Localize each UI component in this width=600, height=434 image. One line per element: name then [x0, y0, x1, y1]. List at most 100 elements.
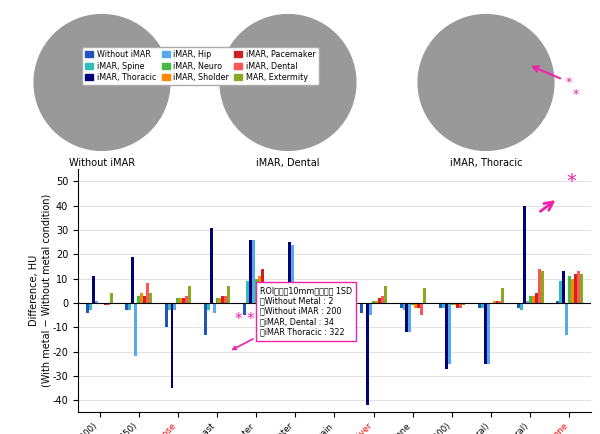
Bar — [384, 286, 387, 303]
Bar — [336, 293, 339, 303]
Bar — [128, 303, 131, 310]
Bar — [86, 303, 89, 312]
Bar — [95, 300, 98, 303]
Bar — [462, 303, 465, 306]
Bar — [182, 298, 185, 303]
Bar — [496, 300, 499, 303]
Bar — [137, 296, 140, 303]
Bar — [227, 286, 230, 303]
Bar — [478, 303, 481, 308]
Bar — [369, 303, 372, 315]
Bar — [523, 206, 526, 303]
Text: Without iMAR: Without iMAR — [69, 158, 135, 168]
Bar — [288, 242, 291, 303]
Bar — [173, 303, 176, 310]
Bar — [502, 288, 505, 303]
Bar — [207, 303, 209, 310]
Bar — [499, 300, 502, 303]
Bar — [361, 303, 364, 312]
Bar — [538, 269, 541, 303]
Bar — [176, 298, 179, 303]
Bar — [541, 271, 544, 303]
Bar — [243, 303, 246, 315]
Bar — [149, 293, 152, 303]
Text: *: * — [247, 312, 254, 327]
Bar — [291, 245, 294, 303]
Bar — [556, 300, 559, 303]
Bar — [442, 303, 445, 308]
Bar — [529, 296, 532, 303]
Bar — [457, 303, 460, 308]
Bar — [146, 283, 149, 303]
Bar — [487, 303, 490, 364]
Bar — [104, 303, 107, 306]
Bar — [406, 303, 409, 332]
Bar — [252, 240, 255, 303]
Bar — [493, 300, 496, 303]
Bar — [445, 303, 448, 368]
Bar — [255, 279, 257, 303]
Bar — [372, 300, 375, 303]
Text: *: * — [573, 88, 580, 101]
Bar — [140, 293, 143, 303]
Circle shape — [418, 15, 554, 150]
Bar — [89, 303, 92, 310]
Bar — [246, 281, 249, 303]
Bar — [224, 296, 227, 303]
Bar — [381, 296, 384, 303]
Circle shape — [34, 15, 170, 150]
Bar — [526, 300, 529, 303]
Text: iMAR, Dental: iMAR, Dental — [256, 158, 320, 168]
Bar — [164, 303, 167, 327]
Text: *: * — [235, 312, 242, 327]
Bar — [535, 293, 538, 303]
Bar — [204, 303, 207, 335]
Bar — [420, 303, 423, 315]
Bar — [559, 281, 562, 303]
Bar — [179, 298, 182, 303]
Bar — [266, 293, 269, 303]
Bar — [400, 303, 403, 308]
Bar — [517, 303, 520, 308]
Bar — [378, 298, 381, 303]
Bar — [532, 296, 535, 303]
Bar — [330, 296, 333, 303]
Bar — [562, 271, 565, 303]
Bar — [520, 303, 523, 310]
Bar — [260, 269, 263, 303]
Bar — [481, 303, 484, 308]
Bar — [321, 303, 324, 312]
Y-axis label: Difference, HU
(With metal − Without metal condition): Difference, HU (With metal − Without met… — [29, 194, 51, 388]
Bar — [375, 300, 378, 303]
Bar — [451, 303, 454, 306]
Bar — [92, 276, 95, 303]
Bar — [188, 286, 191, 303]
Bar — [423, 288, 426, 303]
Bar — [327, 296, 330, 303]
Bar — [131, 257, 134, 303]
Bar — [324, 293, 327, 303]
Bar — [305, 286, 308, 303]
Text: *: * — [565, 76, 572, 89]
Bar — [212, 303, 215, 312]
Bar — [134, 303, 137, 356]
Text: *: * — [566, 172, 577, 191]
Bar — [218, 298, 221, 303]
Bar — [263, 296, 266, 303]
Bar — [414, 303, 417, 308]
Bar — [454, 303, 457, 306]
Bar — [249, 240, 252, 303]
Circle shape — [220, 15, 356, 150]
Bar — [580, 274, 583, 303]
Bar — [571, 279, 574, 303]
Bar — [439, 303, 442, 308]
Bar — [107, 303, 110, 306]
Bar — [300, 283, 302, 303]
Bar — [577, 271, 580, 303]
Bar — [209, 227, 212, 303]
Bar — [412, 303, 414, 306]
Bar — [417, 303, 420, 308]
Bar — [297, 283, 300, 303]
Bar — [125, 303, 128, 310]
Bar — [460, 303, 462, 308]
